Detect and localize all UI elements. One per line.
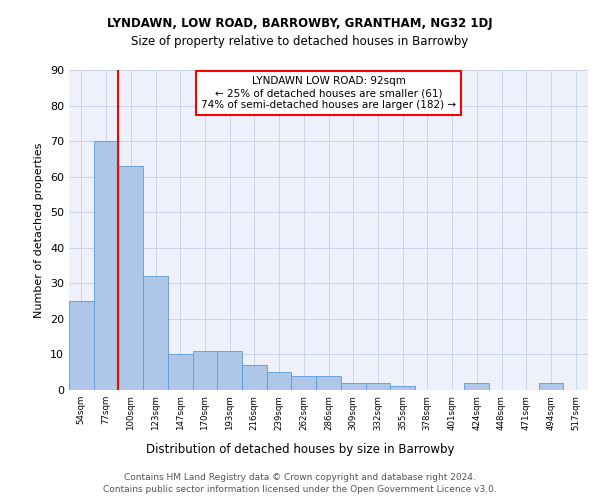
Bar xyxy=(292,376,316,390)
Bar xyxy=(69,301,94,390)
Bar xyxy=(267,372,292,390)
Text: LYNDAWN, LOW ROAD, BARROWBY, GRANTHAM, NG32 1DJ: LYNDAWN, LOW ROAD, BARROWBY, GRANTHAM, N… xyxy=(107,18,493,30)
Text: LYNDAWN LOW ROAD: 92sqm
← 25% of detached houses are smaller (61)
74% of semi-de: LYNDAWN LOW ROAD: 92sqm ← 25% of detache… xyxy=(201,76,456,110)
Bar xyxy=(118,166,143,390)
Text: Contains public sector information licensed under the Open Government Licence v3: Contains public sector information licen… xyxy=(103,485,497,494)
Bar xyxy=(390,386,415,390)
Bar xyxy=(168,354,193,390)
Bar xyxy=(316,376,341,390)
Bar xyxy=(464,383,489,390)
Y-axis label: Number of detached properties: Number of detached properties xyxy=(34,142,44,318)
Bar xyxy=(143,276,168,390)
Bar xyxy=(341,383,365,390)
Bar xyxy=(365,383,390,390)
Text: Contains HM Land Registry data © Crown copyright and database right 2024.: Contains HM Land Registry data © Crown c… xyxy=(124,472,476,482)
Bar xyxy=(94,141,118,390)
Bar xyxy=(193,351,217,390)
Bar xyxy=(242,365,267,390)
Bar xyxy=(539,383,563,390)
Bar xyxy=(217,351,242,390)
Text: Distribution of detached houses by size in Barrowby: Distribution of detached houses by size … xyxy=(146,442,454,456)
Text: Size of property relative to detached houses in Barrowby: Size of property relative to detached ho… xyxy=(131,35,469,48)
